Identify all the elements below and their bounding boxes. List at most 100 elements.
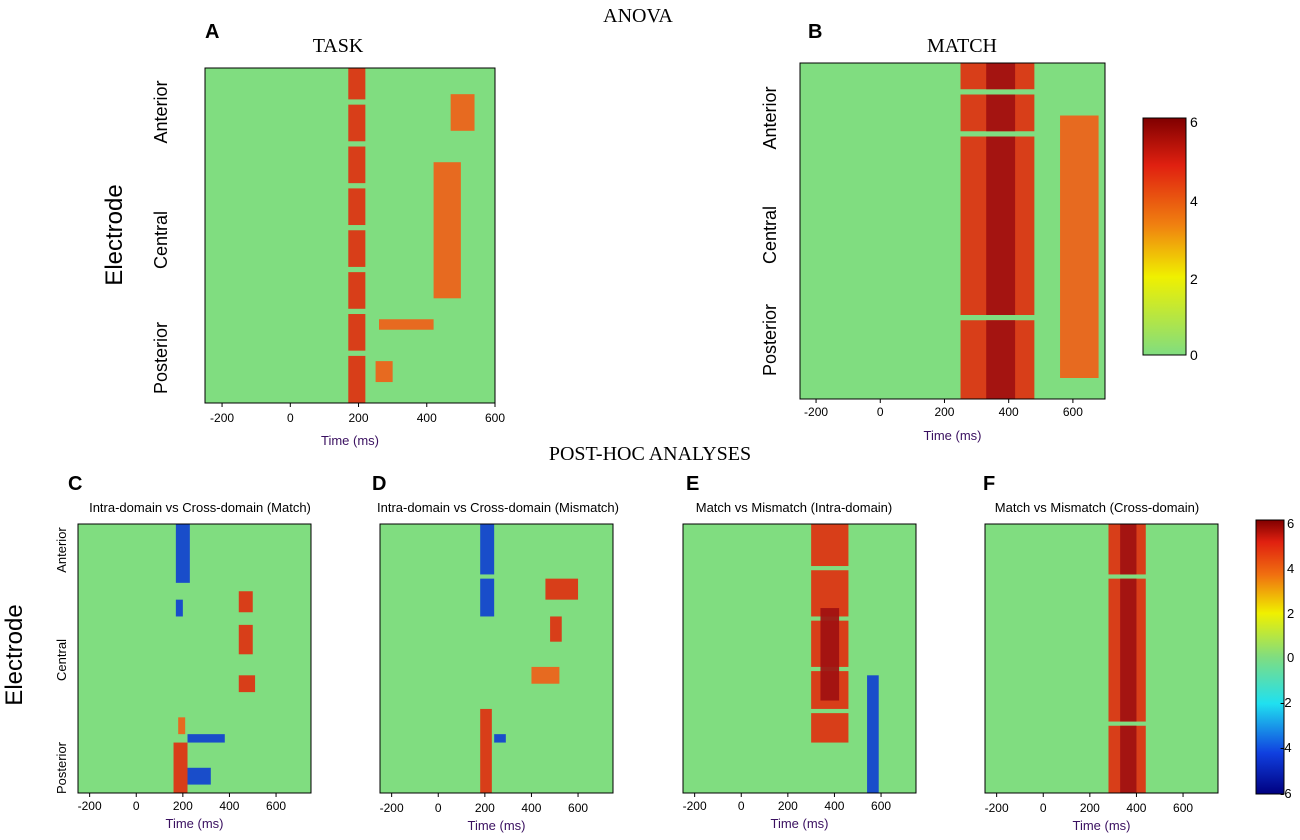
heatmap-block [811, 524, 849, 567]
colorbar-bottom-tick-m6: -6 [1280, 786, 1292, 801]
heatmap-block [175, 524, 190, 583]
heatmap-block [348, 188, 366, 226]
x-tick-label: 600 [1063, 405, 1083, 419]
colorbar-top-tick-2: 2 [1190, 271, 1198, 287]
region-label-central: Central [760, 206, 780, 264]
heatmap-block [178, 717, 186, 735]
x-tick-label: 400 [999, 405, 1019, 419]
heatmap-block [1120, 578, 1137, 722]
heatmap-block [545, 578, 579, 600]
heatmap-block [187, 734, 225, 743]
x-tick-label: 400 [824, 799, 844, 813]
region-label-anterior: Anterior [760, 86, 780, 149]
colorbar-top-tick-4: 4 [1190, 193, 1198, 209]
heatmap-block [433, 162, 461, 299]
x-axis-label: Time (ms) [321, 433, 379, 448]
heatmap-block [811, 713, 849, 743]
heatmap-block [480, 524, 495, 575]
panel-b: -200 0 200 400 600 Time (ms) B MATCH Anterior Cen… [760, 21, 1106, 443]
x-tick-label: 400 [1126, 801, 1146, 815]
heatmap-block [550, 616, 562, 642]
colorbar-top: 6 4 2 0 [1142, 114, 1198, 363]
heatmap-block [531, 666, 560, 684]
heatmap-block [1120, 725, 1137, 793]
heatmap-block [238, 675, 256, 693]
heatmap-block [187, 767, 211, 785]
x-tick-label: 0 [287, 411, 294, 425]
x-tick-label: -200 [683, 799, 707, 813]
x-tick-label: 400 [417, 411, 437, 425]
plot-frame [799, 62, 1106, 400]
colorbar-bottom: 6 4 2 0 -2 -4 -6 [1255, 516, 1294, 801]
x-tick-label: 0 [1040, 801, 1047, 815]
panel-letter: A [205, 21, 219, 43]
heatmap-block [494, 734, 506, 743]
x-tick-label: 200 [934, 405, 954, 419]
heatmap-block [348, 272, 366, 309]
region-label-posterior: Posterior [151, 322, 171, 394]
x-axis-label: Time (ms) [770, 816, 828, 831]
panel-title: MATCH [927, 35, 997, 57]
heatmap-background [683, 524, 916, 793]
x-tick-label: -200 [804, 405, 828, 419]
heatmap-block [238, 624, 253, 655]
heatmap-block [867, 675, 879, 793]
heatmap-block [348, 104, 366, 142]
x-tick-label: -200 [210, 411, 234, 425]
heatmap-block [450, 94, 475, 131]
plot-frame [984, 523, 1219, 794]
colorbar-bottom-tick-m2: -2 [1280, 695, 1292, 710]
heatmap-block [986, 63, 1016, 90]
x-axis-label: Time (ms) [1072, 818, 1130, 833]
x-tick-label: 0 [738, 799, 745, 813]
heatmap-block [375, 361, 393, 383]
posthoc-title: POST-HOC ANALYSES [549, 443, 751, 465]
region-label-posterior: Posterior [54, 741, 69, 794]
region-label-central: Central [151, 211, 171, 269]
plot-frame [204, 67, 496, 404]
panel-c: -200 0 200 400 600 Time (ms) C Intra-domain vs … [54, 473, 312, 831]
region-label-anterior: Anterior [151, 80, 171, 143]
y-axis-label-top: Electrode [101, 184, 128, 285]
panel-title: Intra-domain vs Cross-domain (Mismatch) [377, 500, 619, 515]
x-tick-label: 600 [485, 411, 505, 425]
panel-title: Match vs Mismatch (Intra-domain) [696, 500, 893, 515]
anova-title: ANOVA [603, 5, 673, 27]
x-tick-label: 600 [871, 799, 891, 813]
x-tick-label: 0 [877, 405, 884, 419]
heatmap-block [379, 319, 434, 330]
x-tick-label: 400 [521, 801, 541, 815]
x-tick-label: 0 [435, 801, 442, 815]
x-tick-label: 200 [778, 799, 798, 813]
heatmap-background [78, 524, 311, 793]
x-tick-label: 600 [1173, 801, 1193, 815]
heatmap-block [348, 314, 366, 351]
panel-letter: E [686, 473, 699, 495]
colorbar-bottom-gradient [1255, 519, 1285, 795]
colorbar-bottom-tick-4: 4 [1287, 561, 1294, 576]
region-label-posterior: Posterior [760, 304, 780, 376]
panel-title: Match vs Mismatch (Cross-domain) [995, 500, 1199, 515]
colorbar-top-tick-6: 6 [1190, 114, 1198, 130]
heatmap-block [480, 578, 495, 617]
heatmap-block [348, 146, 366, 184]
plot-frame [682, 523, 917, 794]
colorbar-bottom-tick-2: 2 [1287, 606, 1294, 621]
x-tick-label: -200 [78, 799, 102, 813]
heatmap-block [348, 68, 366, 100]
heatmap-background [985, 524, 1218, 793]
panel-letter: D [372, 473, 386, 495]
x-tick-label: 200 [475, 801, 495, 815]
panel-letter: C [68, 473, 82, 495]
panel-e: -200 0 200 400 600 Time (ms) E Match vs Mismatc… [682, 473, 917, 831]
panel-a: -200 0 200 400 600 Time (ms) A TASK Anterior Cent… [151, 21, 505, 448]
colorbar-top-gradient [1142, 117, 1187, 356]
x-tick-label: -200 [985, 801, 1009, 815]
panel-title: TASK [313, 35, 364, 57]
panel-title: Intra-domain vs Cross-domain (Match) [89, 500, 311, 515]
plot-frame [77, 523, 312, 794]
x-tick-label: 200 [173, 799, 193, 813]
x-tick-label: 200 [349, 411, 369, 425]
